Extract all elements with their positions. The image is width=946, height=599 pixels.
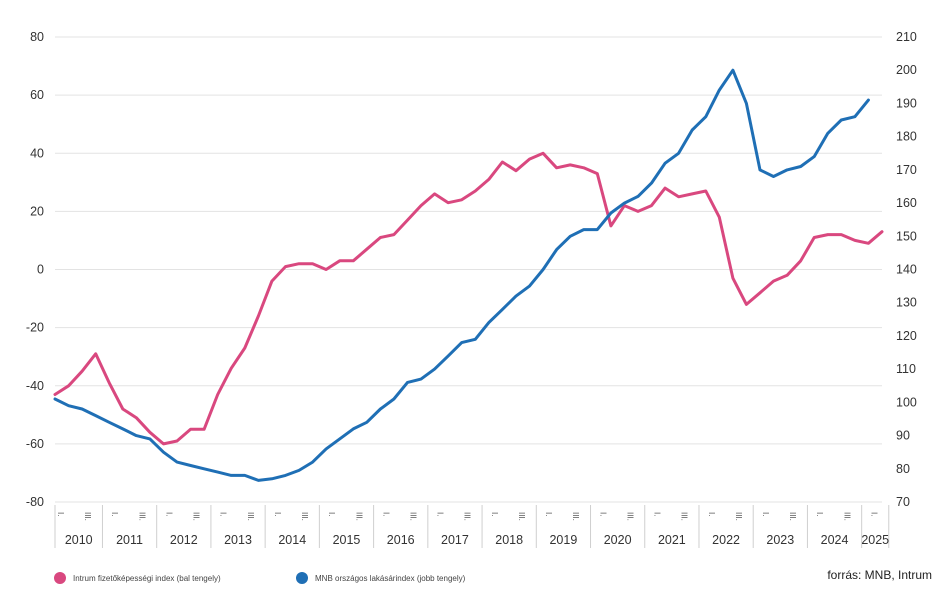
quarter-label: III. [734,512,743,521]
quarter-label: I. [110,512,119,516]
series-lines [53,68,884,482]
year-label: 2023 [766,533,794,547]
quarter-label: III. [842,512,851,521]
left-tick-label: -80 [26,495,44,509]
series-line-mnb [53,68,870,482]
year-label: 2025 [861,533,889,547]
quarter-label: I. [273,512,282,516]
quarter-label: III. [408,512,417,521]
quarter-label: III. [463,512,472,521]
left-tick-label: 80 [30,30,44,44]
year-label: 2012 [170,533,198,547]
series-line-intrum [53,151,884,446]
left-tick-label: 40 [30,146,44,160]
left-tick-label: -20 [26,321,44,335]
quarter-label: III. [571,512,580,521]
quarter-label: III. [788,512,797,521]
year-label: 2014 [278,533,306,547]
year-label: 2016 [387,533,415,547]
quarter-label: III. [300,512,309,521]
legend-marker-mnb [296,572,308,584]
right-tick-label: 130 [896,296,917,310]
x-axis: I. III. 2010 I. III. 2011 I. III. 2012 I. III. 2013… [54,505,890,548]
year-label: 2021 [658,533,686,547]
right-tick-label: 110 [896,362,916,376]
quarter-label: III. [680,512,689,521]
quarter-label: I. [869,512,878,516]
quarter-label: I. [56,512,65,516]
right-tick-label: 100 [896,395,917,409]
quarter-label: I. [327,512,336,516]
right-tick-label: 80 [896,462,910,476]
right-tick-label: 140 [896,263,917,277]
year-label: 2018 [495,533,523,547]
source-note: forrás: MNB, Intrum [827,568,932,582]
year-label: 2024 [821,533,849,547]
quarter-label: I. [490,512,499,516]
quarter-label: III. [354,512,363,521]
right-tick-label: 90 [896,429,910,443]
right-tick-label: 190 [896,96,917,110]
quarter-label: I. [164,512,173,516]
right-tick-label: 180 [896,130,917,144]
year-label: 2011 [116,533,143,547]
right-tick-label: 120 [896,329,917,343]
quarter-label: I. [598,512,607,516]
year-label: 2013 [224,533,252,547]
year-label: 2015 [333,533,361,547]
year-label: 2017 [441,533,469,547]
right-tick-label: 160 [896,196,917,210]
right-tick-label: 210 [896,30,917,44]
left-tick-label: -40 [26,379,44,393]
right-tick-label: 170 [896,163,917,177]
right-tick-label: 200 [896,63,917,77]
quarter-label: III. [517,512,526,521]
quarter-label: III. [192,512,201,521]
quarter-label: III. [246,512,255,521]
gridlines [55,36,882,503]
right-tick-label: 70 [896,495,910,509]
quarter-label: I. [219,512,228,516]
right-y-axis: 210 200 190 180 170 160 150 140 130 120 110 100 90 80… [896,30,917,509]
year-label: 2019 [549,533,577,547]
left-tick-label: 0 [37,263,44,277]
left-tick-label: -60 [26,437,44,451]
left-y-axis: 80 60 40 20 0 -20 -40 -60 -80 [26,30,44,509]
quarter-label: I. [761,512,770,516]
year-label: 2010 [65,533,93,547]
quarter-label: I. [544,512,553,516]
quarter-label: I. [436,512,445,516]
year-label: 2020 [604,533,632,547]
left-tick-label: 20 [30,204,44,218]
legend-label-mnb: MNB országos lakásárindex (jobb tengely) [315,574,466,583]
year-label: 2022 [712,533,740,547]
right-tick-label: 150 [896,229,917,243]
left-tick-label: 60 [30,88,44,102]
legend: Intrum fizetőképességi index (bal tengel… [54,572,466,584]
quarter-label: I. [815,512,824,516]
quarter-label: I. [707,512,716,516]
legend-marker-intrum [54,572,66,584]
quarter-label: III. [137,512,146,521]
quarter-label: III. [83,512,92,521]
quarter-label: III. [625,512,634,521]
legend-label-intrum: Intrum fizetőképességi index (bal tengel… [73,574,221,583]
quarter-label: I. [381,512,390,516]
quarter-label: I. [653,512,662,516]
